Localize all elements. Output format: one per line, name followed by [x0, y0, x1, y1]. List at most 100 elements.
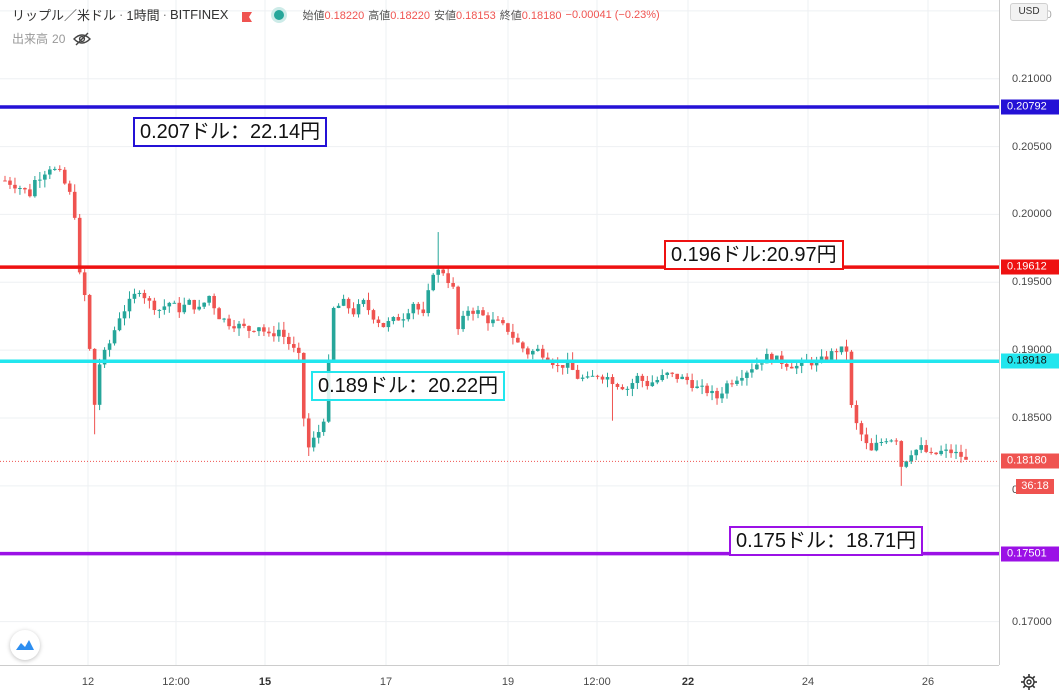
candle-body — [565, 359, 570, 368]
candle-body — [43, 174, 47, 180]
candle-body — [18, 188, 22, 190]
candle-body — [476, 310, 480, 314]
eye-hidden-icon[interactable] — [73, 32, 92, 46]
candle-body — [720, 393, 724, 399]
candle — [635, 372, 640, 390]
candle — [247, 325, 251, 339]
time-tick: 12 — [81, 676, 95, 688]
candle-body — [710, 390, 714, 394]
candle — [859, 420, 864, 442]
candle — [391, 316, 396, 325]
price-level-label-blue[interactable]: 0.207ドル：22.14円 — [133, 117, 328, 147]
exchange-label: BITFINEX — [169, 7, 229, 22]
candle-body — [814, 361, 819, 366]
candle — [361, 298, 366, 307]
candle — [97, 358, 102, 411]
candle — [690, 373, 694, 392]
candle-body — [117, 318, 122, 331]
candle — [740, 369, 744, 386]
price-level-label-red[interactable]: 0.196ドル:20.97円 — [664, 240, 844, 270]
gear-icon[interactable] — [1020, 673, 1038, 691]
interval-label[interactable]: 1時間 — [126, 8, 160, 23]
flag-icon[interactable] — [242, 10, 253, 22]
candlestick-chart[interactable] — [0, 0, 999, 665]
time-axis[interactable]: 12 12:00 15 17 19 12:00 22 24 26 — [0, 665, 999, 698]
price-axis[interactable]: 0.21000 0.20500 0.20000 0.19500 0.19000 0.185… — [999, 0, 1061, 665]
candle-body — [700, 385, 704, 387]
candle — [197, 299, 201, 311]
candle — [869, 438, 874, 451]
candle — [421, 301, 426, 317]
candle — [585, 371, 590, 379]
time-tick: 12:00 — [162, 676, 190, 688]
candle — [207, 295, 211, 306]
candle — [127, 291, 132, 319]
candle — [346, 297, 351, 314]
candle — [227, 314, 231, 330]
candle — [112, 326, 117, 346]
candle — [406, 308, 411, 322]
candle-body — [939, 450, 943, 455]
candle-body — [501, 320, 505, 324]
candle — [167, 301, 172, 313]
candle — [137, 290, 142, 297]
candle-body — [745, 372, 749, 378]
candle — [531, 349, 535, 360]
candle — [695, 380, 699, 389]
candle-body — [67, 183, 72, 192]
candle-body — [755, 364, 759, 370]
candle-body — [197, 306, 201, 310]
candle-body — [874, 442, 879, 451]
candle — [401, 313, 406, 328]
chart-pane[interactable]: リップル／米ドル · 1時間 · BITFINEX 始値0.18220 高値0.… — [0, 0, 999, 665]
candle-body — [13, 184, 17, 189]
candle — [451, 277, 455, 289]
candle-body — [277, 329, 281, 337]
candle — [605, 372, 610, 388]
candle — [396, 313, 401, 321]
candle — [291, 336, 296, 353]
candle — [535, 344, 540, 352]
candle — [809, 357, 814, 370]
candle — [615, 382, 620, 390]
candle — [177, 297, 182, 318]
candle — [242, 318, 246, 329]
candle-body — [964, 456, 968, 460]
symbol-name[interactable]: リップル／米ドル — [12, 8, 117, 23]
candle — [8, 176, 12, 189]
candle — [934, 452, 938, 456]
candle — [929, 447, 933, 455]
tradingview-logo[interactable] — [10, 630, 40, 660]
candle — [13, 177, 17, 194]
price-level-label-purple[interactable]: 0.175ドル：18.71円 — [729, 526, 924, 556]
candle — [33, 176, 37, 198]
price-levels[interactable] — [0, 105, 999, 556]
candle-body — [959, 451, 963, 457]
candle — [237, 321, 241, 336]
candle — [506, 322, 510, 335]
candle — [720, 387, 724, 404]
candle — [516, 333, 520, 343]
candle-body — [869, 443, 874, 451]
price-badge-purple: 0.17501 — [1001, 546, 1059, 562]
candle-body — [3, 180, 7, 182]
currency-badge[interactable]: USD — [1010, 3, 1048, 21]
candle-body — [296, 347, 301, 353]
candle — [222, 317, 226, 323]
price-level-label-cyan[interactable]: 0.189ドル：20.22円 — [311, 371, 506, 401]
candle-body — [441, 269, 445, 274]
candle — [949, 444, 953, 458]
candle — [426, 283, 431, 317]
candle — [954, 444, 958, 459]
candle-body — [306, 418, 311, 448]
candle-body — [301, 352, 306, 419]
candle — [336, 303, 341, 309]
volume-legend: 出来高 20 — [12, 30, 92, 47]
candle-body — [122, 311, 127, 319]
candle-body — [580, 377, 585, 379]
candle-body — [242, 323, 246, 326]
candle-body — [187, 299, 192, 305]
candle-body — [87, 295, 92, 349]
price-tick: 0.20000 — [1012, 208, 1052, 221]
candle-body — [381, 322, 386, 328]
